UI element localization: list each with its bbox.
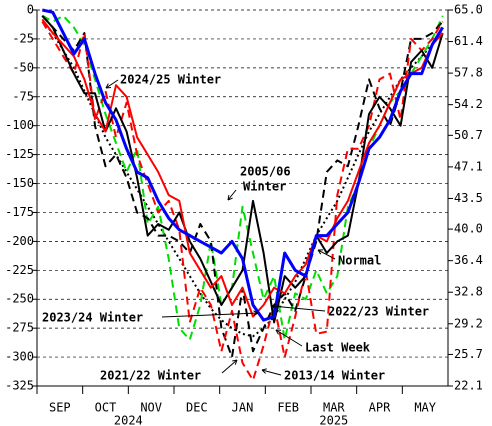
y-tick-label: 0 [27,3,34,17]
y2-tick-label: 50.7 [454,128,483,142]
y-tick-label: -225 [5,263,34,277]
y2-tick-label: 40.0 [454,222,483,236]
annotation: 2023/24 Winter [42,311,143,325]
series-line [41,18,444,318]
annotation: Winter [243,180,286,194]
x-tick-label: NOV [140,401,162,415]
y2-tick-label: 36.4 [454,253,483,267]
y2-tick-label: 47.1 [454,159,483,173]
year-label: 2024 [114,414,143,426]
year-label: 2025 [319,414,348,426]
annotation-arrow [261,369,282,376]
y2-tick-label: 29.2 [454,316,483,330]
annotation-arrow [275,329,303,347]
arrow-head [232,359,238,365]
series-line [41,20,444,338]
y-tick-label: -275 [5,321,34,335]
y2-tick-label: 25.7 [454,347,483,361]
arrow-head [227,194,233,201]
y-tick-label: -125 [5,147,34,161]
annotation: 2022/23 Winter [328,305,429,319]
y-tick-label: -250 [5,292,34,306]
series-line [41,8,444,322]
arrow-head [261,368,267,374]
x-tick-label: FEB [277,401,299,415]
arrow-head [317,249,324,255]
annotation-arrow [105,79,119,89]
x-tick-label: JAN [232,401,254,415]
arrow-head [275,329,282,335]
y-tick-label: -100 [5,118,34,132]
series-line [41,14,444,341]
y-tick-label: -150 [5,176,34,190]
annotation-arrow [271,305,326,312]
y-tick-label: -25 [12,31,34,45]
y-tick-label: -200 [5,234,34,248]
annotation-arrow [317,249,336,260]
y2-tick-label: 61.4 [454,34,483,48]
y2-tick-label: 43.5 [454,191,483,205]
y-tick-label: -325 [5,379,34,393]
x-tick-label: SEP [49,401,71,415]
x-tick-label: MAY [414,401,436,415]
x-tick-label: DEC [186,401,208,415]
y2-tick-label: 57.8 [454,66,483,80]
x-tick-label: MAR [323,401,345,415]
annotation: Normal [338,254,381,268]
y-tick-label: -50 [12,60,34,74]
y2-tick-label: 65.0 [454,3,483,17]
series-line [41,15,444,324]
y-tick-label: -175 [5,205,34,219]
annotation-arrow [221,359,238,374]
x-tick-label: APR [369,401,391,415]
annotation: 2013/14 Winter [284,369,385,383]
y-tick-label: -300 [5,350,34,364]
arrow-head [105,83,112,89]
annotation: 2021/22 Winter [100,369,201,383]
annotation: Last Week [305,341,371,355]
arrow-head [253,310,259,317]
annotation: 2024/25 Winter [120,73,221,87]
annotation-arrow [227,189,237,201]
y2-tick-label: 54.2 [454,97,483,111]
x-tick-label: OCT [95,401,117,415]
y-tick-label: -75 [12,89,34,103]
annotation-arrow [161,312,259,318]
y2-tick-label: 22.1 [454,379,483,393]
annotation: 2005/06 [240,165,291,179]
y2-tick-label: 32.8 [454,285,483,299]
arrow-head [271,303,277,310]
